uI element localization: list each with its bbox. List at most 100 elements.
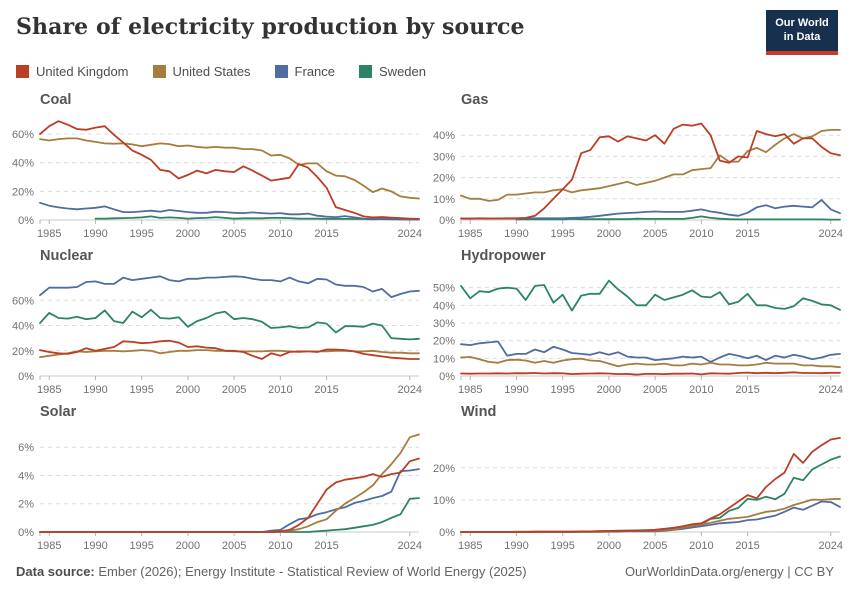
x-tick-label-1990: 1990 <box>83 384 107 396</box>
hydropower-chart-plot: 0% 10% 20% 30% 40% 50% 1985 1990 1995 2000 2005 201… <box>433 279 843 396</box>
chart-title-coal: Coal <box>40 92 72 108</box>
x-tick-label-2000: 2000 <box>176 384 200 396</box>
x-tick-label-1990: 1990 <box>83 228 107 240</box>
line-france <box>460 340 841 363</box>
line-sweden <box>515 215 841 221</box>
y-tick-label-20: 20% <box>12 346 34 358</box>
legend-swatch-france <box>274 65 288 78</box>
chart-title-hydropower: Hydropower <box>461 248 546 264</box>
line-united-states <box>460 498 841 533</box>
x-tick-label-2010: 2010 <box>268 384 292 396</box>
x-tick-label-1985: 1985 <box>37 384 61 396</box>
line-united-kingdom <box>460 436 841 533</box>
x-tick-label-1995: 1995 <box>550 540 574 552</box>
x-tick-label-1995: 1995 <box>129 228 153 240</box>
x-tick-label-1985: 1985 <box>458 384 482 396</box>
y-tick-label-0: 0% <box>18 215 34 227</box>
chart-title-solar: Solar <box>40 404 77 420</box>
y-tick-label-30: 30% <box>433 318 455 330</box>
chart-panel-gas: Gas 0% 10% 20% 30% 40% 1985 1990 1995 2000 2005 20… <box>429 90 843 242</box>
legend-item-united-kingdom: United Kingdom <box>16 64 129 79</box>
x-tick-label-2010: 2010 <box>689 540 713 552</box>
y-tick-label-4: 4% <box>18 470 34 482</box>
x-tick-label-1985: 1985 <box>37 228 61 240</box>
x-tick-label-2010: 2010 <box>689 228 713 240</box>
x-tick-label-2024: 2024 <box>819 228 843 240</box>
x-tick-label-1985: 1985 <box>458 228 482 240</box>
x-tick-label-2005: 2005 <box>222 384 246 396</box>
line-united-kingdom <box>39 457 420 533</box>
chart-panel-wind: Wind 0% 10% 20% 1985 1990 1995 2000 2005 2010 201… <box>429 402 843 554</box>
line-france <box>460 500 841 533</box>
y-tick-label-40: 40% <box>433 130 455 142</box>
x-tick-label-2005: 2005 <box>643 228 667 240</box>
x-tick-label-2015: 2015 <box>314 540 338 552</box>
y-tick-label-0: 0% <box>18 527 34 539</box>
line-united-states <box>460 356 841 369</box>
line-united-states <box>39 137 420 200</box>
line-united-kingdom <box>39 339 420 360</box>
x-tick-label-1995: 1995 <box>550 384 574 396</box>
chart-panel-hydropower: Hydropower 0% 10% 20% 30% 40% 50% 1985 1990 1995… <box>429 246 843 398</box>
x-tick-label-2015: 2015 <box>314 228 338 240</box>
chart-title-wind: Wind <box>461 404 497 420</box>
y-tick-label-0: 0% <box>439 527 455 539</box>
y-tick-label-40: 40% <box>12 158 34 170</box>
chart-title-gas: Gas <box>461 92 489 108</box>
chart-title-nuclear: Nuclear <box>40 248 94 264</box>
x-tick-label-2024: 2024 <box>398 228 422 240</box>
legend-label-france: France <box>294 64 336 79</box>
gas-chart-plot: 0% 10% 20% 30% 40% 1985 1990 1995 2000 2005 2010 20… <box>433 122 843 240</box>
x-tick-label-2010: 2010 <box>268 228 292 240</box>
x-tick-label-2024: 2024 <box>819 540 843 552</box>
x-tick-label-1985: 1985 <box>37 540 61 552</box>
line-united-states <box>460 128 841 202</box>
x-tick-label-2000: 2000 <box>597 228 621 240</box>
x-tick-label-2015: 2015 <box>735 228 759 240</box>
line-sweden <box>39 497 420 533</box>
y-tick-label-20: 20% <box>433 463 455 475</box>
line-united-kingdom <box>39 120 420 220</box>
line-france <box>39 201 420 221</box>
x-tick-label-2005: 2005 <box>222 228 246 240</box>
y-tick-label-40: 40% <box>433 300 455 312</box>
y-tick-label-10: 10% <box>433 495 455 507</box>
x-tick-label-1985: 1985 <box>458 540 482 552</box>
legend-item-france: France <box>274 64 336 79</box>
legend-item-united-states: United States <box>152 64 251 79</box>
x-tick-label-1995: 1995 <box>550 228 574 240</box>
x-tick-label-1990: 1990 <box>504 540 528 552</box>
x-tick-label-2000: 2000 <box>597 384 621 396</box>
y-tick-label-60: 60% <box>12 129 34 141</box>
legend-label-united-kingdom: United Kingdom <box>36 64 129 79</box>
y-tick-label-2: 2% <box>18 499 34 511</box>
line-united-states <box>39 433 420 533</box>
owid-logo-line2: in Data <box>783 30 821 43</box>
chart-panel-coal: Coal 0% 20% 40% 60% 1985 1990 1995 2000 2005 2010… <box>8 90 422 242</box>
x-tick-label-1990: 1990 <box>504 384 528 396</box>
y-tick-label-20: 20% <box>12 186 34 198</box>
x-tick-label-2015: 2015 <box>314 384 338 396</box>
y-tick-label-10: 10% <box>433 194 455 206</box>
y-tick-label-40: 40% <box>12 321 34 333</box>
line-united-kingdom <box>460 122 841 220</box>
line-france <box>460 199 841 220</box>
nuclear-chart-plot: 0% 20% 40% 60% 1985 1990 1995 2000 2005 2010 2015 2… <box>12 275 422 396</box>
wind-chart-plot: 0% 10% 20% 1985 1990 1995 2000 2005 2010 2015 2024 <box>433 436 843 552</box>
x-tick-label-2000: 2000 <box>176 228 200 240</box>
y-tick-label-10: 10% <box>433 353 455 365</box>
y-tick-label-60: 60% <box>12 295 34 307</box>
legend-item-sweden: Sweden <box>359 64 426 79</box>
y-tick-label-30: 30% <box>433 151 455 163</box>
x-tick-label-1990: 1990 <box>83 540 107 552</box>
footer-source-text: Ember (2026); Energy Institute - Statist… <box>94 564 527 579</box>
x-tick-label-2024: 2024 <box>819 384 843 396</box>
x-tick-label-1995: 1995 <box>129 540 153 552</box>
chart-panel-nuclear: Nuclear 0% 20% 40% 60% 1985 1990 1995 2000 2005 2… <box>8 246 422 398</box>
x-tick-label-2005: 2005 <box>643 384 667 396</box>
x-tick-label-2000: 2000 <box>597 540 621 552</box>
x-tick-label-2005: 2005 <box>643 540 667 552</box>
y-tick-label-20: 20% <box>433 336 455 348</box>
owid-logo: Our World in Data <box>766 10 838 55</box>
line-france <box>39 468 420 533</box>
